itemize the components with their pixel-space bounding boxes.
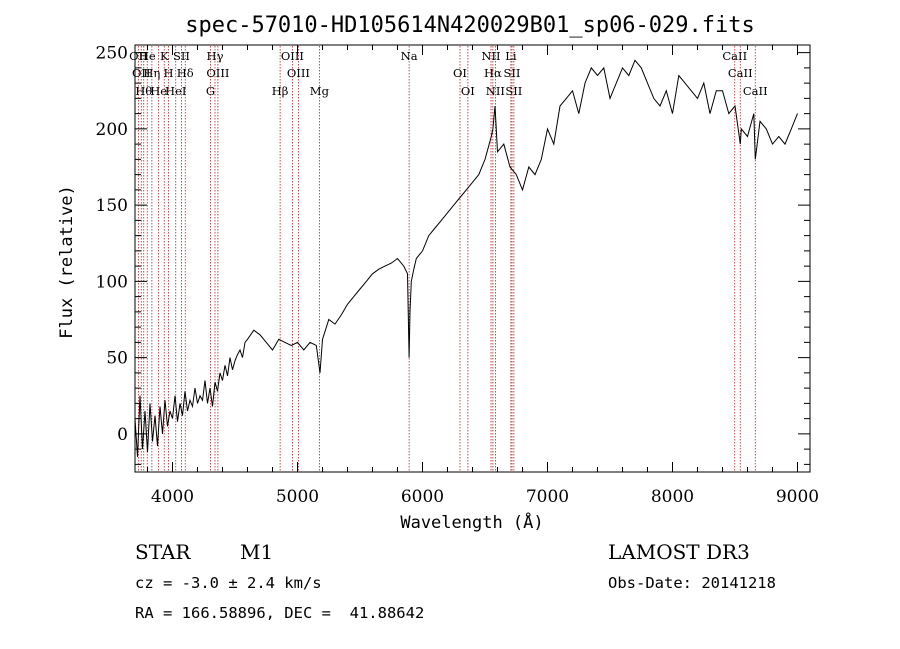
y-axis-label: Flux (relative): [57, 185, 77, 339]
object-subclass: M1: [240, 540, 274, 564]
sky-coordinates: RA = 166.58896, DEC = 41.88642: [135, 604, 425, 622]
line-label: NII: [486, 84, 505, 98]
line-label: Hη: [143, 66, 160, 80]
line-label: SII: [505, 84, 522, 98]
y-axis-ticks: 0 50 100 150 200 250: [96, 44, 810, 465]
line-label: Hβ: [272, 84, 289, 98]
line-label: G: [206, 84, 215, 98]
line-label: OIII: [287, 66, 310, 80]
x-tick-label: 8000: [651, 487, 694, 507]
line-label: Na: [401, 49, 418, 63]
y-tick-label: 50: [106, 349, 128, 369]
observation-date: Obs-Date: 20141218: [608, 574, 776, 592]
x-tick-label: 4000: [151, 487, 194, 507]
x-tick-label: 6000: [401, 487, 444, 507]
line-label: Hα: [484, 66, 502, 80]
spectrum-chart: spec-57010-HD105614N420029B01_sp06-029.f…: [57, 13, 819, 533]
line-label: SII: [504, 66, 521, 80]
line-label: OI: [453, 66, 467, 80]
survey-name: LAMOST DR3: [608, 540, 750, 564]
line-label: CaII: [722, 49, 747, 63]
y-tick-label: 0: [117, 425, 128, 445]
line-label: NII: [481, 49, 500, 63]
line-label: SII: [173, 49, 190, 63]
line-label: OIII: [281, 49, 304, 63]
emission-line-markers: [137, 46, 756, 471]
y-tick-label: 250: [96, 44, 128, 64]
y-tick-label: 150: [96, 196, 128, 216]
line-label: HeI: [165, 84, 186, 98]
line-label: Mg: [310, 84, 330, 98]
line-label: OI: [461, 84, 475, 98]
object-type: STAR: [135, 540, 191, 564]
x-axis-label: Wavelength (Å): [400, 511, 543, 533]
line-label: Li: [505, 49, 517, 63]
line-label: H: [163, 66, 173, 80]
y-tick-label: 200: [96, 120, 128, 140]
x-tick-label: 5000: [276, 487, 319, 507]
line-label: Hδ: [177, 66, 194, 80]
x-tick-label: 7000: [526, 487, 569, 507]
redshift-velocity: cz = -3.0 ± 2.4 km/s: [135, 574, 322, 592]
chart-title: spec-57010-HD105614N420029B01_sp06-029.f…: [185, 13, 755, 38]
line-label: Hθ: [135, 84, 152, 98]
y-tick-label: 100: [96, 272, 128, 292]
line-label: K: [160, 49, 169, 63]
line-label: CaII: [728, 66, 753, 80]
line-label: He: [150, 84, 167, 98]
line-label: OIII: [206, 66, 229, 80]
line-label: OII: [132, 66, 151, 80]
line-label: Hγ: [207, 49, 224, 63]
x-axis-ticks: 4000 5000 6000 7000 8000 9000: [147, 45, 819, 507]
spectrum-line: [134, 59, 798, 457]
line-label: CaII: [743, 84, 768, 98]
emission-line-labels: OIIOIIHθHeHηHeKHHeISIIHδGHγOIIIHβOIIIOII…: [129, 49, 768, 98]
line-label: He: [139, 49, 156, 63]
x-tick-label: 9000: [776, 487, 819, 507]
